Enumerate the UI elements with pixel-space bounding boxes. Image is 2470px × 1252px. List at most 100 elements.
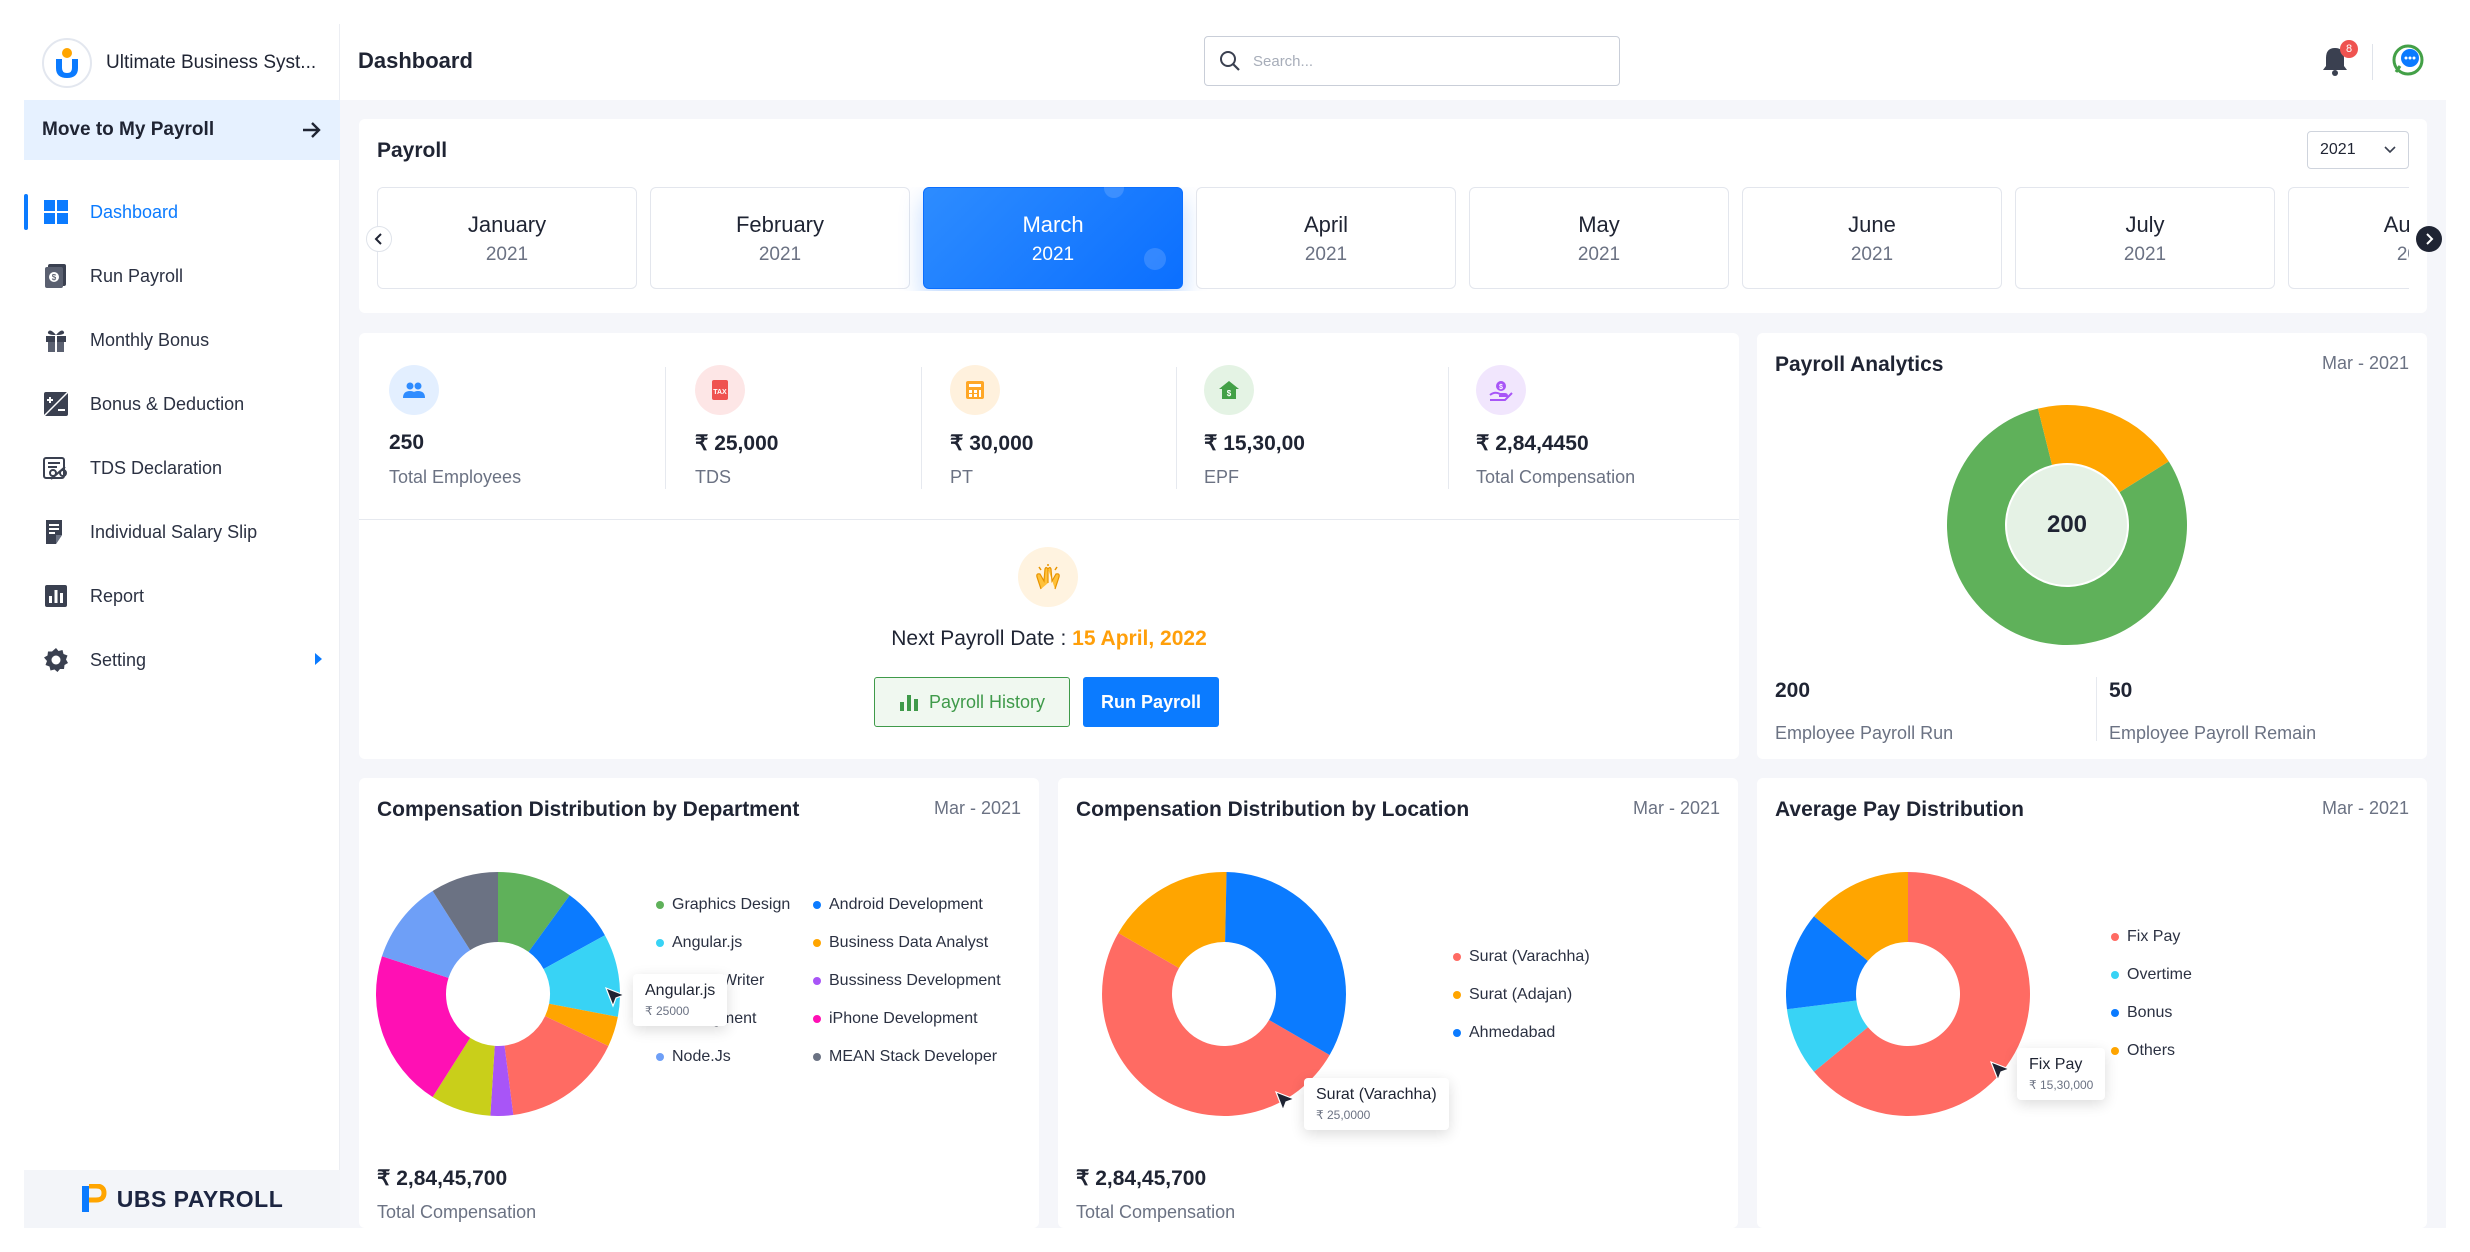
analytics-date: Mar - 2021 <box>2321 353 2409 373</box>
donut-slice-employee-payroll-run[interactable] <box>1947 408 2187 645</box>
legend-dot <box>813 1015 821 1023</box>
sidebar-item-label: TDS Declaration <box>90 457 223 478</box>
legend-item: iPhone Development <box>813 1010 978 1028</box>
sidebar-item-dashboard[interactable]: Dashboard <box>24 180 340 244</box>
analytics-remain-stat: 50 Employee Payroll Remain <box>2109 679 2316 744</box>
month-card-july[interactable]: July 2021 <box>2015 187 2275 289</box>
month-card-february[interactable]: February 2021 <box>650 187 910 289</box>
analytics-center-value: 200 <box>2007 465 2127 585</box>
donut-slice-fix-pay[interactable] <box>1813 872 2030 1116</box>
month-card-march[interactable]: March 2021 <box>923 187 1183 289</box>
carousel-next-button[interactable] <box>2416 226 2442 252</box>
run-payroll-button[interactable]: Run Payroll <box>1083 677 1219 727</box>
move-to-my-payroll-button[interactable]: Move to My Payroll <box>24 100 340 160</box>
average-pay-donut-chart <box>1786 872 2030 1116</box>
donut-slice-ahmedabad[interactable] <box>1225 872 1346 1055</box>
legend-label: iPhone Development <box>829 1010 978 1027</box>
donut-slice-managment[interactable] <box>432 1037 495 1116</box>
payroll-stats-card: 250 Total Employees TAX ₹ 25,000 TDS ₹ 3… <box>359 333 1739 759</box>
sidebar-item-bonus-deduction[interactable]: Bonus & Deduction <box>24 372 340 436</box>
sidebar-item-tds-declaration[interactable]: TDS Declaration <box>24 436 340 500</box>
donut-slice-surat-varachha-[interactable] <box>1102 933 1330 1116</box>
month-card-august[interactable]: August 2021 <box>2288 187 2409 289</box>
legend-dot <box>2111 933 2119 941</box>
search-box[interactable] <box>1204 36 1620 86</box>
sidebar-item-run-payroll[interactable]: $ Run Payroll <box>24 244 340 308</box>
sidebar-item-individual-salary-slip[interactable]: Individual Salary Slip <box>24 500 340 564</box>
month-card-june[interactable]: June 2021 <box>1742 187 2002 289</box>
month-name: March <box>1022 212 1084 237</box>
payroll-analytics-card: Payroll Analytics Mar - 2021 200 200 Emp… <box>1757 333 2427 759</box>
svg-text:$: $ <box>1227 389 1232 398</box>
analytics-run-label: Employee Payroll Run <box>1775 723 1954 743</box>
stat-value: 250 <box>389 431 425 454</box>
legend-label: Node.Js <box>672 1048 731 1065</box>
month-card-may[interactable]: May 2021 <box>1469 187 1729 289</box>
loc-total-label: Total Compensation <box>1076 1202 1236 1222</box>
analytics-title: Payroll Analytics <box>1775 353 1944 376</box>
notification-button[interactable]: 8 <box>2320 40 2358 80</box>
avg-tooltip: Fix Pay ₹ 15,30,000 <box>2017 1048 2106 1100</box>
donut-slice-android-development[interactable] <box>528 895 605 969</box>
month-card-january[interactable]: January 2021 <box>377 187 637 289</box>
month-year: 2021 <box>2396 244 2409 265</box>
donut-slice-employee-payroll-remain[interactable] <box>2037 405 2169 493</box>
location-donut-chart <box>1102 872 1346 1116</box>
donut-slice-writer[interactable] <box>504 1016 609 1116</box>
gear-icon <box>42 646 70 674</box>
month-card-april[interactable]: April 2021 <box>1196 187 1456 289</box>
donut-slice-others[interactable] <box>1813 872 1908 961</box>
search-input[interactable] <box>1253 52 1593 70</box>
chevron-right-icon <box>2426 233 2434 245</box>
sidebar-item-label: Setting <box>90 649 147 670</box>
dept-total-value: ₹ 2,84,45,700 <box>377 1167 508 1190</box>
brand[interactable]: Ultimate Business Syst... <box>42 36 332 90</box>
legend-dot <box>1453 991 1461 999</box>
donut-slice-node-js[interactable] <box>381 890 471 978</box>
stat-value: ₹ 15,30,00 <box>1204 432 1305 455</box>
carousel-prev-button[interactable] <box>366 226 392 252</box>
dept-distribution-card: Compensation Distribution by Department … <box>359 778 1039 1228</box>
year-select-value: 2021 <box>2320 141 2356 158</box>
payroll-title: Payroll <box>377 139 448 162</box>
legend-item: Android Development <box>813 896 983 914</box>
donut-slice-bussiness-development[interactable] <box>490 1045 514 1116</box>
year-select[interactable]: 2021 <box>2307 131 2409 169</box>
stat-divider <box>1448 367 1449 489</box>
header-divider <box>2372 44 2373 80</box>
month-year: 2021 <box>758 244 802 265</box>
stat-divider <box>1176 367 1177 489</box>
month-name: June <box>1848 212 1896 237</box>
donut-slice-bonus[interactable] <box>1786 916 1868 1010</box>
sidebar-item-monthly-bonus[interactable]: Monthly Bonus <box>24 308 340 372</box>
donut-slice-iphone-development[interactable] <box>376 956 471 1098</box>
legend-item: Business Data Analyst <box>813 934 988 952</box>
chat-button[interactable] <box>2390 42 2428 80</box>
legend-item: Graphics Design <box>656 896 790 914</box>
tooltip-value: ₹ 25,0000 <box>1316 1108 1371 1122</box>
month-year: 2021 <box>1304 244 1348 265</box>
donut-slice-surat-adajan-[interactable] <box>1118 872 1227 968</box>
next-payroll-label: Next Payroll Date : <box>891 627 1067 650</box>
tooltip-value: ₹ 25000 <box>645 1004 690 1018</box>
sidebar: Ultimate Business Syst... Move to My Pay… <box>24 24 340 1228</box>
sidebar-item-setting[interactable]: Setting <box>24 628 340 692</box>
sidebar-item-report[interactable]: Report <box>24 564 340 628</box>
donut-slice-overtime[interactable] <box>1786 1000 1868 1072</box>
sidebar-item-label: Run Payroll <box>90 265 184 286</box>
payroll-history-label: Payroll History <box>928 691 1046 712</box>
donut-slice-graphics-design[interactable] <box>498 872 570 952</box>
month-name: July <box>2125 212 2165 237</box>
donut-slice-angular-js[interactable] <box>543 935 620 1017</box>
loc-date: Mar - 2021 <box>1632 798 1720 818</box>
donut-slice-business-data-analyst[interactable] <box>545 1003 618 1046</box>
hand-money-icon: $ <box>1476 365 1526 415</box>
legend-label: Ahmedabad <box>1469 1024 1556 1041</box>
bar-chart-icon <box>899 695 918 711</box>
payroll-history-button[interactable]: Payroll History <box>874 677 1070 727</box>
legend-label: Fix Pay <box>2127 928 2181 945</box>
donut-slice-mean-stack-developer[interactable] <box>432 872 498 951</box>
legend-item: Surat (Adajan) <box>1453 986 1572 1004</box>
analytics-remain-value: 50 <box>2109 679 2133 702</box>
arrow-right-icon <box>303 122 321 138</box>
